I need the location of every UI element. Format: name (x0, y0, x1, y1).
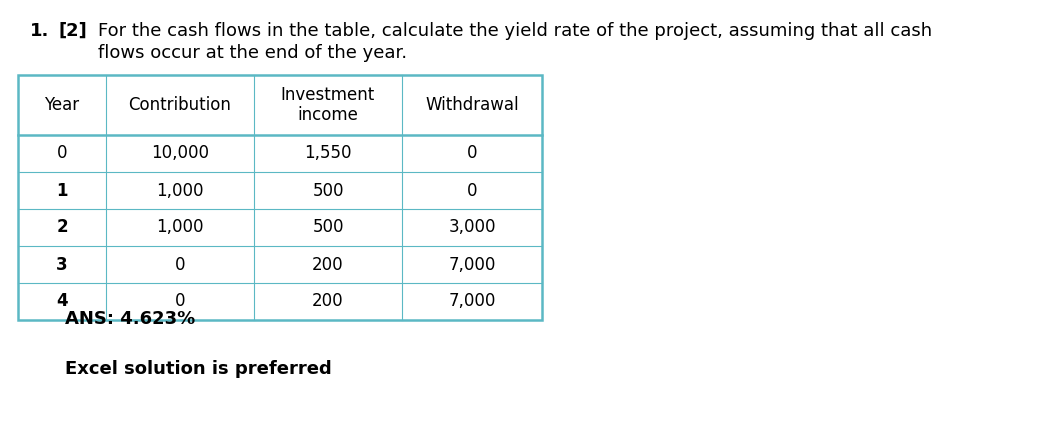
Text: 10,000: 10,000 (151, 145, 209, 162)
Text: income: income (298, 106, 358, 124)
Text: For the cash flows in the table, calculate the yield rate of the project, assumi: For the cash flows in the table, calcula… (98, 22, 932, 40)
Text: 0: 0 (174, 292, 185, 310)
Text: 4: 4 (56, 292, 68, 310)
Text: Contribution: Contribution (128, 96, 232, 114)
Bar (18, 75, 542, 320)
Text: 3,000: 3,000 (448, 219, 496, 236)
Text: 500: 500 (312, 181, 343, 200)
Text: [2]: [2] (58, 22, 87, 40)
Text: 3: 3 (56, 255, 68, 274)
Text: 0: 0 (174, 255, 185, 274)
Text: flows occur at the end of the year.: flows occur at the end of the year. (98, 44, 407, 62)
Text: 1.: 1. (30, 22, 49, 40)
Text: Excel solution is preferred: Excel solution is preferred (65, 360, 332, 378)
Text: 7,000: 7,000 (448, 255, 496, 274)
Text: 1,000: 1,000 (157, 181, 204, 200)
Text: Withdrawal: Withdrawal (425, 96, 519, 114)
Text: ANS: 4.623%: ANS: 4.623% (65, 310, 195, 328)
Text: 200: 200 (312, 255, 343, 274)
Text: Year: Year (45, 96, 79, 114)
Text: 0: 0 (467, 145, 477, 162)
Text: 1,000: 1,000 (157, 219, 204, 236)
Text: 500: 500 (312, 219, 343, 236)
Text: Investment: Investment (281, 86, 375, 104)
Text: 1: 1 (56, 181, 68, 200)
Text: 0: 0 (467, 181, 477, 200)
Text: 1,550: 1,550 (304, 145, 352, 162)
Text: 7,000: 7,000 (448, 292, 496, 310)
Text: 200: 200 (312, 292, 343, 310)
Text: 2: 2 (56, 219, 68, 236)
Text: 0: 0 (56, 145, 67, 162)
